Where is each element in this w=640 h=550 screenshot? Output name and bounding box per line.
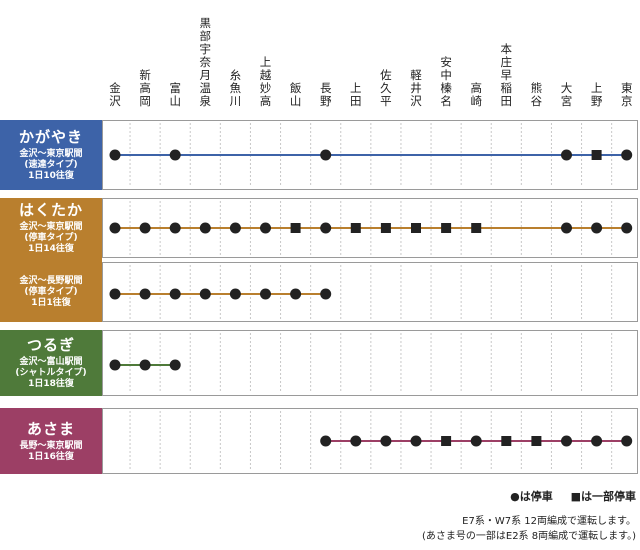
legend-all-stop: ●は停車 — [510, 490, 553, 503]
stop-marker-all — [380, 435, 392, 447]
service-detail: 長野〜東京駅間 — [19, 440, 83, 451]
station-label: 上越妙高 — [259, 55, 272, 108]
stop-marker-all — [320, 435, 332, 447]
stop-marker-all — [290, 288, 302, 300]
stop-marker-all — [109, 359, 121, 371]
service-label: あさま長野〜東京駅間 1日16往復 — [0, 408, 102, 474]
service-detail: (シャトルタイプ) — [15, 368, 87, 378]
stop-marker-some — [591, 150, 602, 160]
station-label: 新高岡 — [139, 68, 151, 108]
service-detail: (停車タイプ) — [24, 233, 78, 243]
service-band — [0, 330, 102, 396]
service-label: はくたか金沢〜東京駅間 (停車タイプ) 1日14往復 — [0, 198, 102, 258]
stop-marker-all — [260, 222, 271, 234]
station-label: 高崎 — [470, 81, 482, 108]
stop-marker-all — [621, 435, 633, 447]
stop-marker-some — [290, 223, 301, 233]
stop-marker-all — [169, 288, 181, 300]
service-name: つるぎ — [26, 336, 75, 354]
stop-marker-some — [380, 223, 391, 233]
stop-marker-all — [199, 222, 211, 234]
stop-marker-all — [260, 288, 271, 300]
stop-marker-all — [561, 149, 572, 161]
stop-marker-all — [470, 435, 482, 447]
stop-marker-all — [109, 222, 121, 234]
stop-marker-all — [621, 149, 633, 161]
service-detail: (速達タイプ) — [24, 160, 78, 170]
station-label: 佐久平 — [380, 68, 392, 108]
station-label: 黒部宇奈月温泉 — [199, 16, 212, 108]
stop-marker-all — [320, 288, 332, 300]
service-detail: 金沢〜東京駅間 — [19, 149, 83, 159]
station-label: 安中榛名 — [440, 55, 452, 108]
service-band — [0, 408, 102, 474]
stop-marker-all — [561, 435, 572, 447]
stop-marker-all — [139, 359, 151, 371]
legend: ●は停車 ■は一部停車 — [496, 488, 636, 504]
station-label: 富山 — [169, 81, 181, 108]
stop-marker-all — [229, 288, 241, 300]
service-label: 金沢〜長野駅間 (停車タイプ) 1日1往復 — [0, 262, 102, 322]
stop-marker-some — [501, 436, 512, 446]
service-detail: 1日10往復 — [28, 171, 74, 181]
service-row — [102, 330, 638, 396]
note-line-1: E7系・W7系 12両編成で運転します。 — [462, 516, 636, 527]
service-band — [0, 198, 102, 322]
stop-marker-all — [621, 222, 633, 234]
station-label: 東京 — [620, 81, 633, 108]
stop-marker-all — [139, 288, 151, 300]
station-label: 金沢 — [109, 81, 121, 108]
stop-marker-all — [350, 435, 362, 447]
stop-marker-all — [169, 149, 181, 161]
stop-marker-all — [561, 222, 572, 234]
service-name: かがやき — [18, 128, 83, 146]
stop-marker-all — [109, 149, 121, 161]
stop-marker-all — [169, 222, 181, 234]
stop-marker-some — [531, 436, 542, 446]
stop-marker-all — [410, 435, 422, 447]
note-line-2: (あさま号の一部はE2系 8両編成で運転します。) — [421, 531, 636, 542]
service-name: はくたか — [18, 201, 83, 219]
stop-marker-all — [139, 222, 151, 234]
stop-marker-some — [441, 436, 452, 446]
station-label: 軽井沢 — [410, 68, 422, 108]
stop-marker-all — [109, 288, 121, 300]
station-label: 長野 — [319, 81, 332, 108]
stop-marker-some — [350, 223, 361, 233]
service-label: つるぎ金沢〜富山駅間 (シャトルタイプ) 1日18往復 — [0, 330, 102, 396]
stop-marker-all — [591, 222, 603, 234]
stop-marker-some — [471, 223, 482, 233]
station-label: 大宮 — [560, 81, 573, 108]
service-label: かがやき金沢〜東京駅間 (速達タイプ) 1日10往復 — [0, 120, 102, 190]
service-detail: 1日16往復 — [28, 451, 74, 462]
service-detail: (停車タイプ) — [24, 286, 78, 297]
stop-marker-all — [169, 359, 181, 371]
stop-marker-all — [229, 222, 241, 234]
station-label: 上田 — [350, 81, 362, 108]
stop-marker-some — [441, 223, 452, 233]
legend-some-stop: ■は一部停車 — [570, 490, 636, 503]
station-label: 飯山 — [289, 81, 302, 108]
service-detail: 1日1往復 — [31, 297, 71, 308]
service-name: あさま — [26, 419, 75, 438]
service-detail: 1日18往復 — [28, 379, 74, 389]
stop-marker-some — [411, 223, 421, 233]
service-detail: 1日14往復 — [28, 244, 74, 254]
station-label: 糸魚川 — [229, 68, 242, 108]
stop-marker-all — [320, 149, 332, 161]
service-detail: 金沢〜長野駅間 — [19, 275, 83, 286]
service-band — [0, 120, 102, 190]
station-label: 熊谷 — [530, 81, 543, 108]
stop-marker-all — [320, 222, 332, 234]
stop-marker-all — [199, 288, 211, 300]
service-detail: 金沢〜東京駅間 — [19, 222, 83, 232]
stop-marker-all — [591, 435, 603, 447]
service-detail: 金沢〜富山駅間 — [19, 357, 83, 367]
station-label: 本庄早稲田 — [500, 42, 513, 108]
station-label: 上野 — [590, 81, 603, 108]
service-row — [102, 262, 638, 322]
